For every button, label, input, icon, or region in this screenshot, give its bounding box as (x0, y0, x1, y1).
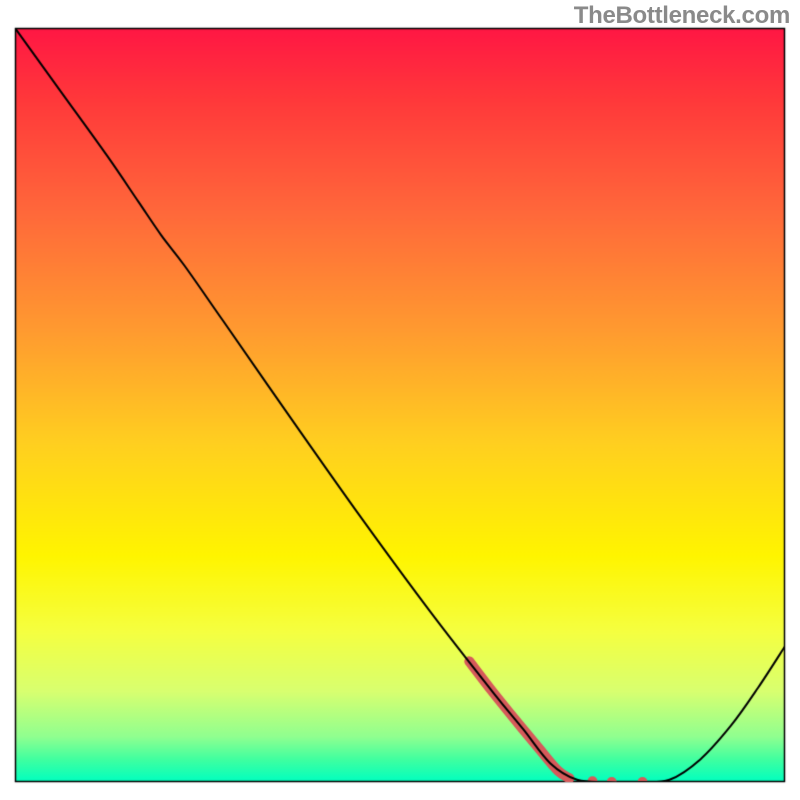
chart-container: TheBottleneck.com (0, 0, 800, 800)
bottleneck-chart-canvas (0, 0, 800, 800)
